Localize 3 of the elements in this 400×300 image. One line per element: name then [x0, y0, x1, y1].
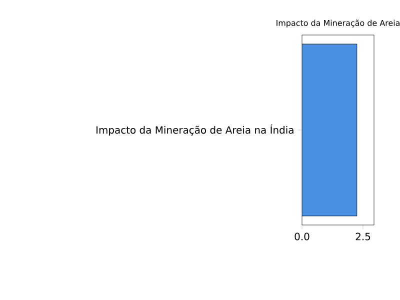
x-tick-label: 0.0 [294, 232, 310, 240]
x-tick-label: 2.5 [356, 232, 370, 240]
y-tick-label: Impacto da Mineração de Areia na Índia [96, 124, 294, 136]
